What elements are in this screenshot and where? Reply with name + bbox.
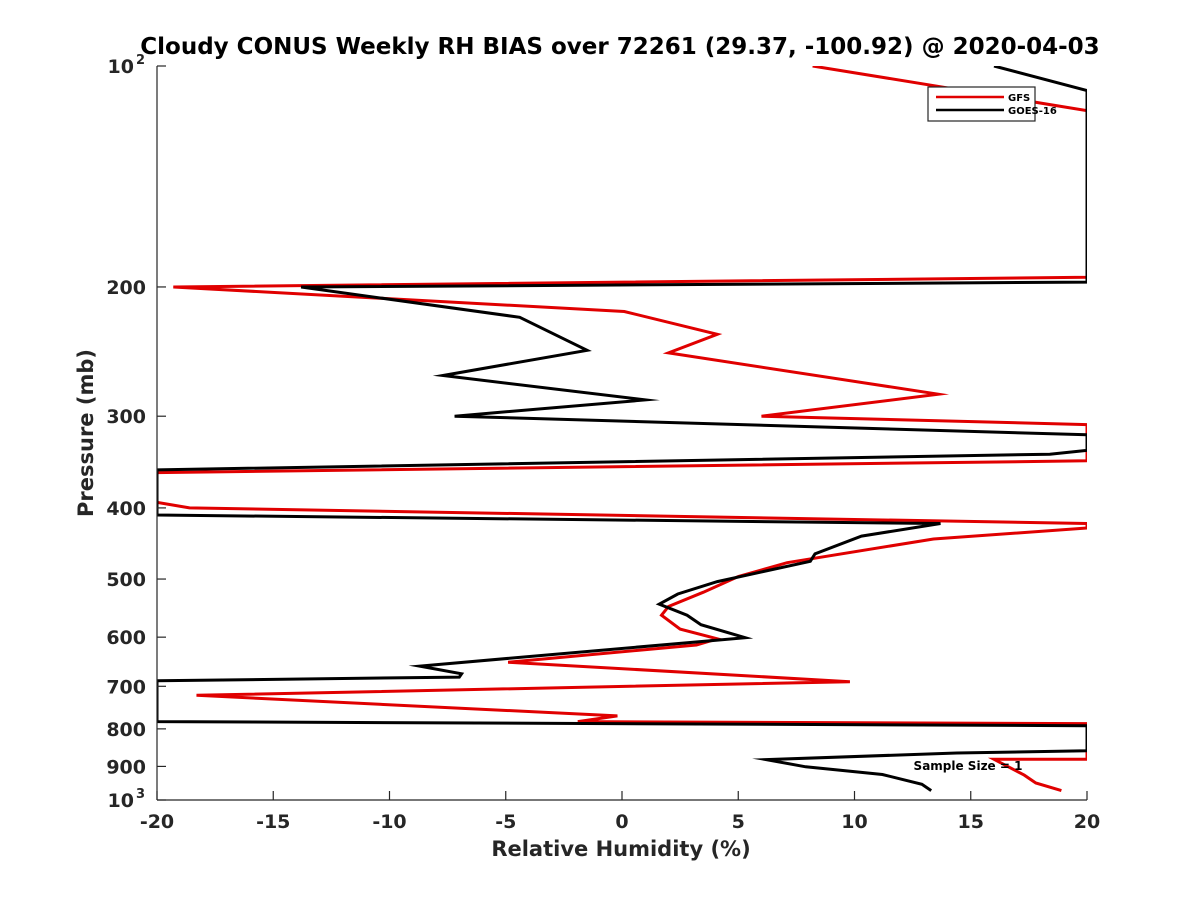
- legend: GFS GOES-16: [927, 86, 1057, 122]
- legend-box: [927, 86, 1036, 122]
- x-tick-label: 0: [615, 811, 628, 833]
- chart-title: Cloudy CONUS Weekly RH BIAS over 72261 (…: [140, 34, 1099, 60]
- x-tick-label: 5: [732, 811, 745, 833]
- x-tick-label: 20: [1074, 811, 1100, 833]
- y-tick-label: 600: [106, 627, 146, 649]
- y-tick-label: 800: [106, 719, 146, 741]
- x-tick-label: -20: [140, 811, 174, 833]
- series-layer: [157, 66, 1087, 793]
- y-tick-label: 10: [108, 56, 134, 78]
- x-axis-label: Relative Humidity (%): [491, 837, 750, 861]
- x-tick-label: 15: [958, 811, 984, 833]
- series-line-goes-16: [157, 66, 1087, 792]
- x-tick-label: -10: [372, 811, 406, 833]
- y-tick-label: 900: [106, 756, 146, 778]
- y-tick-label: 700: [106, 676, 146, 698]
- x-tick-label: 10: [841, 811, 867, 833]
- y-tick-label: 200: [106, 277, 146, 299]
- y-tick-exponent: 3: [136, 787, 145, 802]
- plot-area: [157, 66, 1087, 800]
- y-tick-exponent: 2: [136, 53, 145, 68]
- legend-label: GFS: [1008, 93, 1030, 104]
- y-tick-label: 10: [108, 790, 134, 812]
- axes-background: [157, 66, 1087, 800]
- x-tick-label: -15: [256, 811, 290, 833]
- y-axis-label: Pressure (mb): [74, 349, 98, 517]
- legend-label: GOES-16: [1008, 106, 1057, 117]
- y-tick-label: 500: [106, 569, 146, 591]
- y-tick-label: 300: [106, 406, 146, 428]
- series-line-gfs: [157, 66, 1087, 793]
- sample-size-annotation: Sample Size = 1: [914, 759, 1023, 773]
- y-tick-label: 400: [106, 498, 146, 520]
- x-tick-label: -5: [495, 811, 516, 833]
